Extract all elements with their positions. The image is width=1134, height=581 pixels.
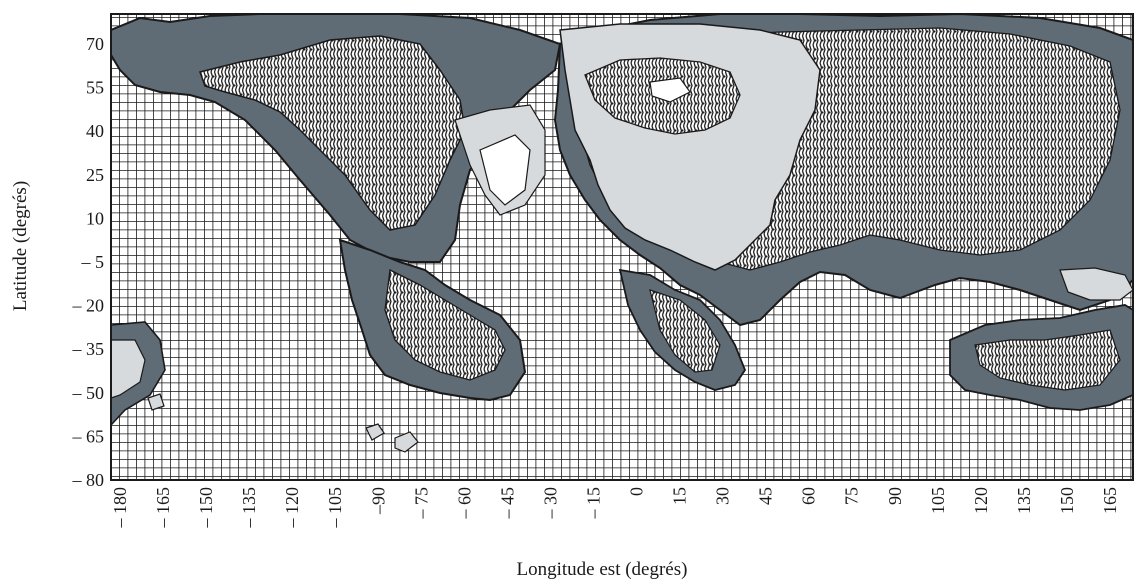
island-3	[147, 393, 165, 411]
x-tick-label: – 105	[325, 487, 345, 529]
y-tick-label: 40	[86, 121, 104, 141]
x-axis-ticks: – 180– 165– 150– 135– 120– 105 –90– 75– 6…	[110, 487, 1120, 529]
y-tick-label: – 65	[72, 426, 105, 446]
region-southern-africa-core	[649, 289, 721, 373]
y-tick-label: – 35	[72, 339, 105, 359]
x-tick-label: 15	[670, 487, 690, 505]
x-tick-label: – 120	[282, 487, 302, 529]
region-africa-white	[649, 77, 691, 103]
y-axis-title: Latitude (degrés)	[10, 181, 31, 311]
x-tick-label: 60	[799, 487, 819, 505]
x-tick-label: –90	[368, 487, 388, 515]
x-tick-label: – 180	[110, 487, 130, 529]
x-tick-label: – 150	[196, 487, 216, 529]
y-tick-label: 25	[86, 165, 104, 185]
region-north-america-core	[199, 35, 466, 231]
region-south-america-core	[384, 269, 506, 381]
y-tick-label: – 50	[72, 383, 105, 403]
x-tick-label: – 165	[153, 487, 173, 529]
x-tick-label: – 75	[411, 487, 431, 520]
region-australia-core	[974, 329, 1121, 391]
x-tick-label: – 15	[583, 487, 603, 520]
x-tick-label: 135	[1014, 487, 1034, 514]
x-tick-label: – 45	[497, 487, 517, 520]
x-tick-label: – 30	[540, 487, 560, 520]
x-tick-label: – 60	[454, 487, 474, 520]
region-southwest-light	[111, 339, 146, 399]
x-tick-label: – 135	[239, 487, 259, 529]
x-tick-label: 150	[1057, 487, 1077, 514]
plot-frame	[110, 13, 1134, 481]
x-tick-label: 75	[842, 487, 862, 505]
x-axis-title: Longitude est (degrés)	[517, 559, 688, 580]
y-axis-ticks: 70 55 40 25 10 – 5 – 20 – 35 – 50 – 65 – 80	[72, 34, 105, 490]
x-tick-label: 165	[1100, 487, 1120, 514]
y-tick-label: 10	[86, 208, 104, 228]
x-tick-label: 0	[627, 487, 647, 496]
x-tick-label: 105	[928, 487, 948, 514]
y-tick-label: – 20	[72, 296, 105, 316]
region-australia-light	[1059, 267, 1133, 301]
island-2	[365, 423, 385, 441]
y-tick-label: 55	[86, 78, 104, 98]
y-tick-label: 70	[86, 34, 104, 54]
x-tick-label: 45	[756, 487, 776, 505]
region-north-america-white	[479, 134, 531, 206]
x-tick-label: 90	[885, 487, 905, 505]
x-tick-label: 30	[713, 487, 733, 505]
y-tick-label: – 80	[72, 470, 105, 490]
x-tick-label: 120	[971, 487, 991, 514]
island-1	[394, 431, 419, 453]
y-tick-label: – 5	[81, 252, 105, 272]
